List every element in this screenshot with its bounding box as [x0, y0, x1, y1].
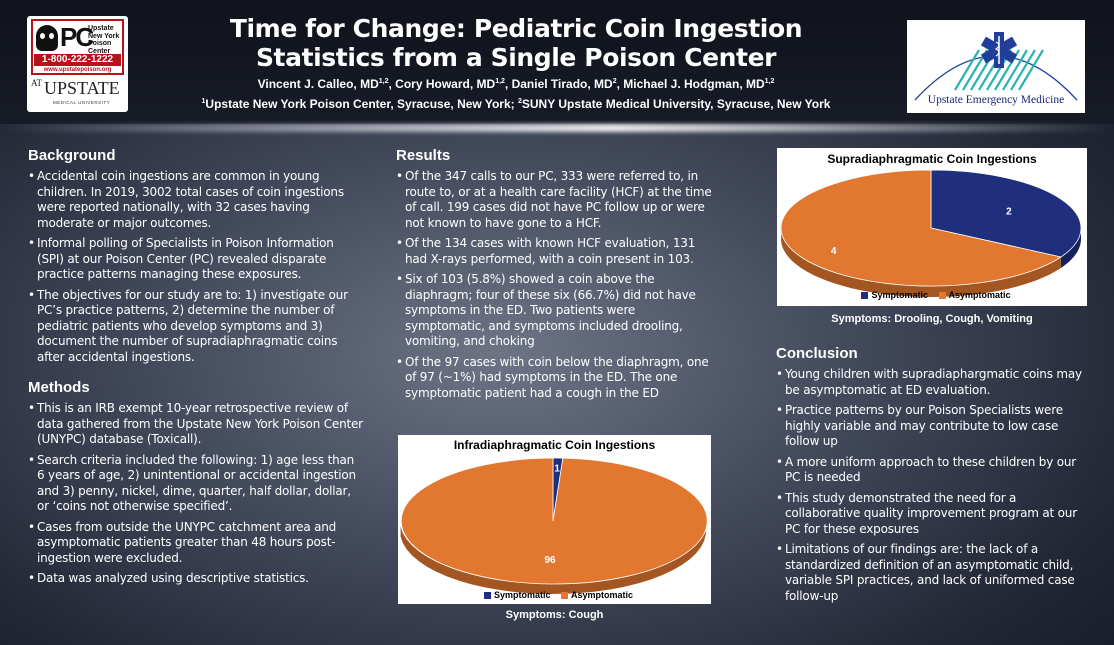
chart-title: Supradiaphragmatic Coin Ingestions — [827, 152, 1037, 166]
bullet-item: A more uniform approach to these childre… — [776, 455, 1094, 486]
data-label-symptomatic: 2 — [1006, 207, 1012, 218]
legend-swatch-symptomatic — [861, 292, 869, 299]
bullet-item: Six of 103 (5.8%) showed a coin above th… — [396, 272, 712, 350]
legend-swatch-symptomatic — [483, 592, 491, 599]
poison-center-badge: PC Upstate New York Poison Center 1-800-… — [31, 19, 124, 75]
chart-title: Infradiaphragmatic Coin Ingestions — [453, 438, 656, 452]
bullet-item: Practice patterns by our Poison Speciali… — [776, 403, 1094, 450]
chart-legend: Symptomatic Asymptomatic — [777, 290, 1087, 300]
poster-title: Time for Change: Pediatric Coin Ingestio… — [150, 14, 882, 72]
legend-label-symptomatic: Symptomatic — [871, 290, 928, 300]
star-of-life-icon — [914, 32, 1078, 101]
right-column: Conclusion Young children with supradiap… — [776, 345, 1094, 604]
pie-side-asymptomatic — [400, 524, 706, 594]
emergency-medicine-text: Upstate Emergency Medicine — [927, 94, 1065, 106]
pie-slice-asymptomatic — [400, 457, 708, 585]
pie-slice-symptomatic — [930, 169, 1082, 258]
background-list: Accidental coin ingestions are common in… — [28, 169, 364, 365]
poison-center-org-name: Upstate New York Poison Center — [88, 25, 120, 55]
bullet-item: Of the 134 cases with known HCF evaluati… — [396, 236, 712, 267]
pie-slice-asymptomatic — [780, 169, 1062, 287]
bullet-item: Data was analyzed using descriptive stat… — [28, 571, 364, 587]
poison-center-phone: 1-800-222-1222 — [34, 54, 121, 66]
bullet-item: Informal polling of Specialists in Poiso… — [28, 236, 364, 283]
legend-swatch-asymptomatic — [938, 292, 946, 299]
results-heading: Results — [396, 147, 451, 164]
title-line-2: Statistics from a Single Poison Center — [255, 43, 777, 72]
bullet-item: Young children with supradiaphargmatic c… — [776, 367, 1094, 398]
supradiaphragmatic-caption: Symptoms: Drooling, Cough, Vomiting — [831, 313, 1033, 325]
results-list: Of the 347 calls to our PC, 333 were ref… — [396, 169, 712, 401]
infradiaphragmatic-chart: Infradiaphragmatic Coin Ingestions 1 96 S… — [398, 435, 711, 604]
authors: Vincent J. Calleo, MD1,2, Cory Howard, M… — [257, 77, 775, 91]
medical-university-text: MEDICAL UNIVERSITY — [53, 100, 111, 105]
title-line-1: Time for Change: Pediatric Coin Ingestio… — [229, 14, 803, 43]
bullet-item: Of the 347 calls to our PC, 333 were ref… — [396, 169, 712, 231]
pc-letters: PC — [60, 22, 94, 52]
data-label-symptomatic: 1 — [554, 464, 560, 475]
legend-label-symptomatic: Symptomatic — [493, 590, 551, 600]
skull-icon — [36, 25, 58, 51]
bullet-item: This is an IRB exempt 10-year retrospect… — [28, 401, 364, 448]
legend-swatch-asymptomatic — [561, 592, 568, 599]
poison-center-logo: PC Upstate New York Poison Center 1-800-… — [27, 16, 128, 112]
infradiaphragmatic-pie: 1 96 — [400, 457, 708, 594]
bullet-item: Of the 97 cases with coin below the diap… — [396, 355, 712, 402]
bullet-item: Cases from outside the UNYPC catchment a… — [28, 520, 364, 567]
conclusion-list: Young children with supradiaphargmatic c… — [776, 367, 1094, 604]
header-divider — [0, 124, 1114, 132]
bullet-item: This study demonstrated the need for a c… — [776, 491, 1094, 538]
pie-side-asymptomatic — [781, 230, 1061, 297]
infradiaphragmatic-caption: Symptoms: Cough — [505, 609, 604, 621]
affiliations: 1Upstate New York Poison Center, Syracus… — [201, 97, 831, 111]
methods-list: This is an IRB exempt 10-year retrospect… — [28, 401, 364, 587]
chart-legend: Symptomatic Asymptomatic — [398, 590, 711, 600]
methods-heading: Methods — [28, 379, 90, 396]
left-column: Background Accidental coin ingestions ar… — [28, 147, 364, 587]
supradiaphragmatic-pie: 24 — [780, 169, 1082, 297]
data-label-asymptomatic: 4 — [831, 246, 837, 257]
bullet-item: Search criteria included the following: … — [28, 453, 364, 515]
legend-label-asymptomatic: Asymptomatic — [571, 590, 634, 600]
poison-center-url: www.upstatepoison.org — [43, 67, 112, 73]
background-heading: Background — [28, 147, 116, 164]
middle-column: Results Of the 347 calls to our PC, 333 … — [396, 147, 712, 401]
legend-label-asymptomatic: Asymptomatic — [948, 290, 1011, 300]
bullet-item: Limitations of our findings are: the lac… — [776, 542, 1094, 604]
upstate-wordmark: AT UPSTATE — [31, 78, 120, 98]
pie-side-symptomatic — [1060, 228, 1081, 268]
bullet-item: Accidental coin ingestions are common in… — [28, 169, 364, 231]
data-label-asymptomatic: 96 — [544, 555, 556, 566]
bullet-item: The objectives for our study are to: 1) … — [28, 288, 364, 366]
emergency-medicine-logo: Upstate Emergency Medicine — [907, 20, 1085, 113]
conclusion-heading: Conclusion — [776, 345, 858, 362]
